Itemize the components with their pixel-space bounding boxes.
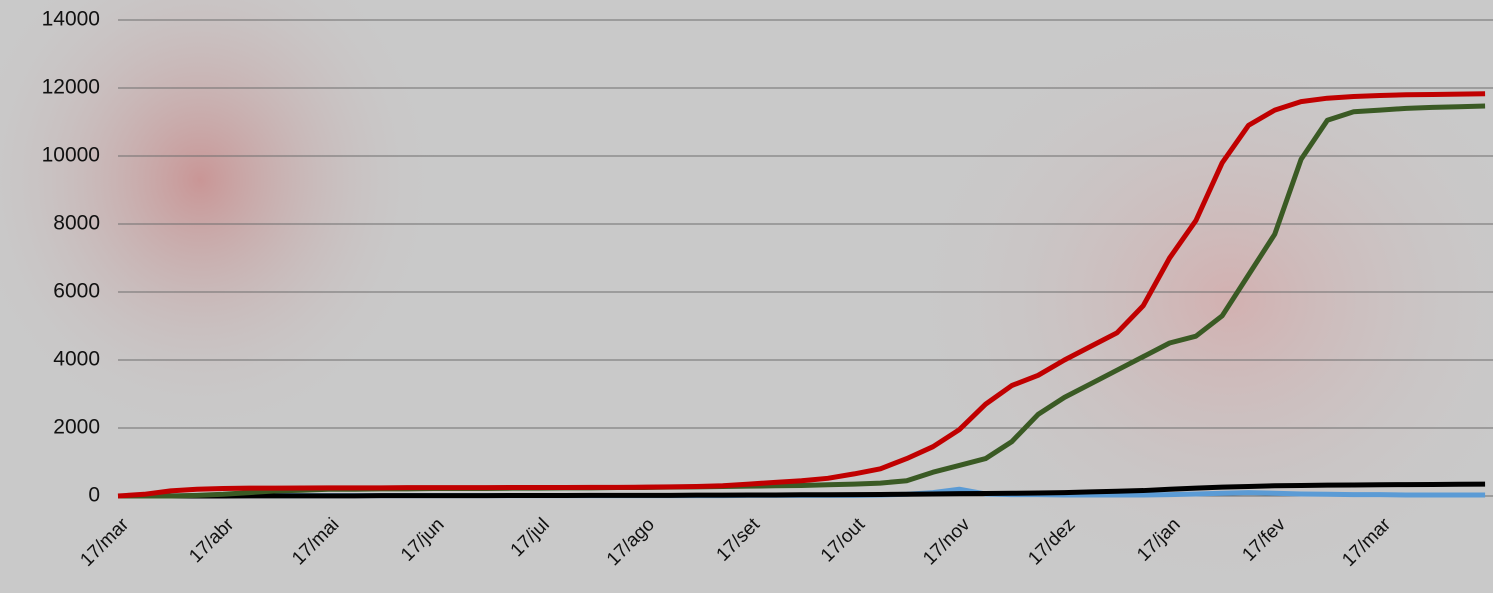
y-tick-label: 14000 [42,8,100,31]
y-tick-label: 6000 [53,280,100,303]
chart: 0200040006000800010000120001400017/mar17… [0,0,1493,593]
y-tick-label: 10000 [42,144,100,167]
y-tick-label: 2000 [53,416,100,439]
y-tick-label: 4000 [53,348,100,371]
y-tick-label: 12000 [42,76,100,99]
y-tick-label: 0 [88,484,100,507]
page: 0200040006000800010000120001400017/mar17… [0,0,1493,593]
y-tick-label: 8000 [53,212,100,235]
